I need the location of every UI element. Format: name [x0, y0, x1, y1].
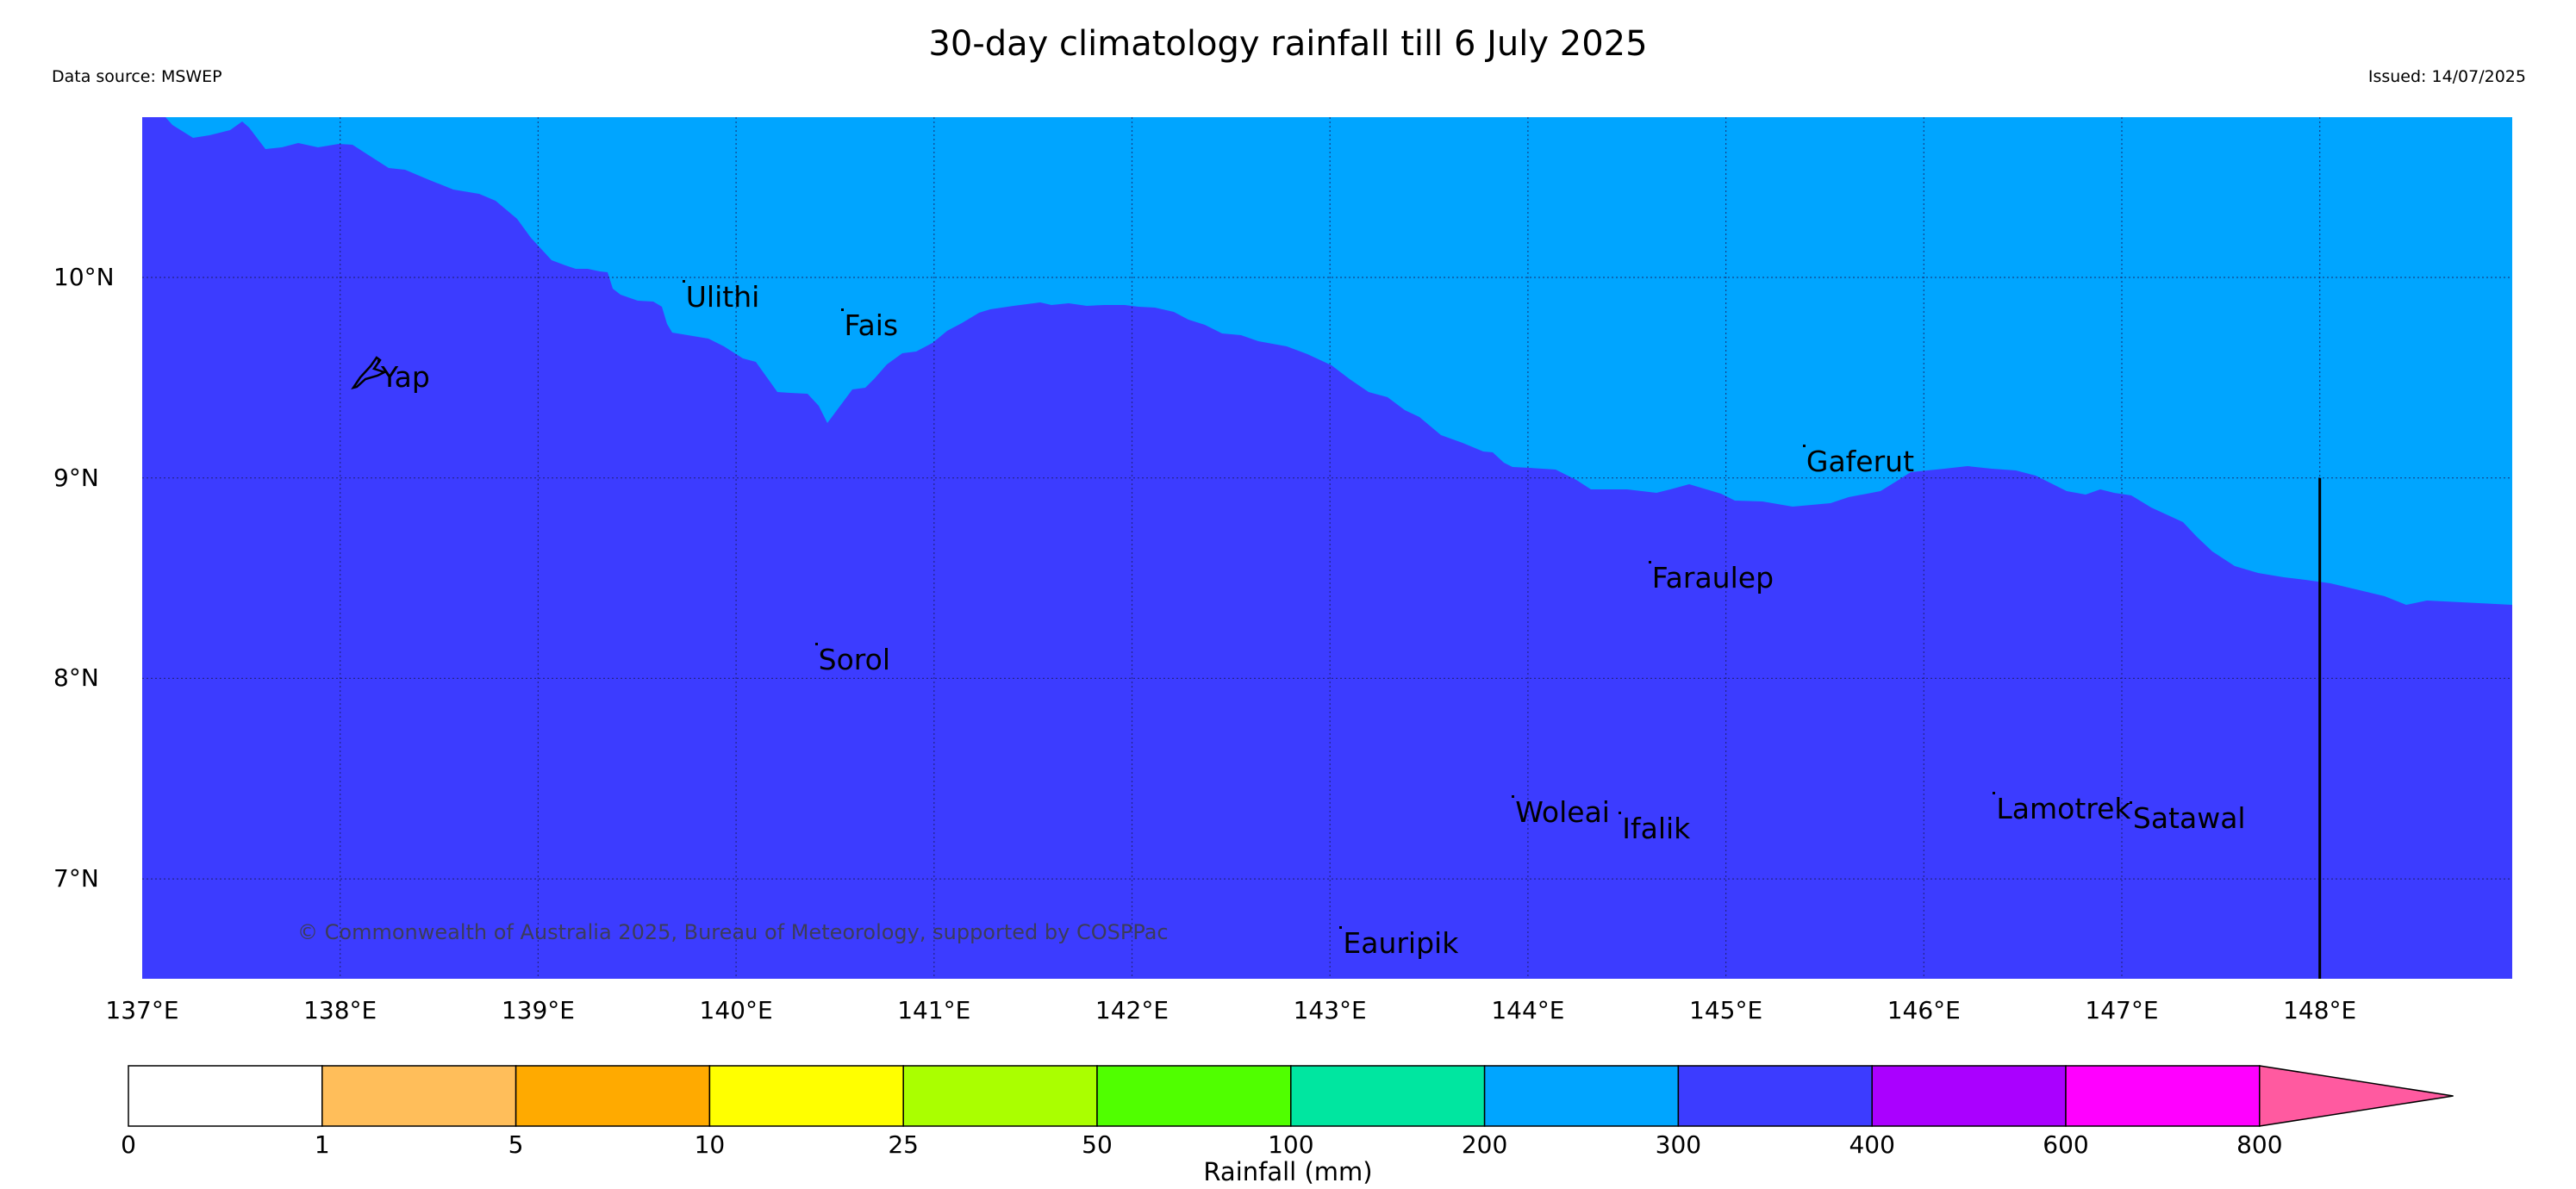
lon-label-147: 147°E	[2085, 996, 2159, 1024]
colorbar-label-5: 5	[508, 1130, 524, 1159]
data-source-label: Data source: MSWEP	[52, 67, 222, 86]
colorbar-bin-400-600	[1871, 1065, 2067, 1127]
copyright-notice: © Commonwealth of Australia 2025, Bureau…	[297, 920, 1169, 944]
colorbar-title: Rainfall (mm)	[1203, 1157, 1373, 1186]
lat-label-7: 7°N	[53, 864, 99, 893]
lon-label-141: 141°E	[897, 996, 971, 1024]
colorbar-bin-0-1	[128, 1065, 323, 1127]
place-label-sorol: Sorol	[818, 643, 891, 677]
lat-label-8: 8°N	[53, 663, 99, 693]
colorbar-bin-1-5	[321, 1065, 517, 1127]
colorbar-label-200: 200	[1461, 1130, 1508, 1159]
place-label-yap: Yap	[381, 360, 430, 395]
place-label-ulithi: Ulithi	[685, 280, 760, 314]
lon-label-145: 145°E	[1689, 996, 1763, 1024]
lon-label-143: 143°E	[1293, 996, 1367, 1024]
colorbar-label-10: 10	[694, 1130, 726, 1159]
colorbar-bin-10-25	[708, 1065, 904, 1127]
place-marker	[1648, 561, 1651, 564]
place-label-fais: Fais	[844, 308, 899, 342]
colorbar-label-400: 400	[1849, 1130, 1895, 1159]
colorbar-label-600: 600	[2043, 1130, 2089, 1159]
upper-rainfall-region	[142, 117, 2512, 605]
colorbar-label-1: 1	[314, 1130, 330, 1159]
colorbar-bin-100-200	[1290, 1065, 1486, 1127]
colorbar-bin-25-50	[902, 1065, 1098, 1127]
place-marker	[840, 308, 844, 311]
place-marker	[1619, 811, 1622, 814]
colorbar-label-300: 300	[1655, 1130, 1702, 1159]
place-label-gaferut: Gaferut	[1806, 445, 1915, 479]
place-label-eauripik: Eauripik	[1343, 925, 1459, 960]
colorbar-label-100: 100	[1268, 1130, 1314, 1159]
colorbar-label-25: 25	[888, 1130, 920, 1159]
place-marker	[1802, 445, 1806, 448]
colorbar-bin-600-800	[2065, 1065, 2261, 1127]
place-label-satawal: Satawal	[2132, 801, 2246, 836]
colorbar-bin-200-300	[1483, 1065, 1680, 1127]
lon-label-144: 144°E	[1491, 996, 1565, 1024]
place-marker	[1339, 925, 1343, 929]
place-marker	[1512, 795, 1515, 799]
issued-date-label: Issued: 14/07/2025	[2367, 67, 2526, 86]
colorbar-bin-5-10	[515, 1065, 711, 1127]
lat-label-9: 9°N	[53, 463, 99, 492]
lon-label-146: 146°E	[1887, 996, 1961, 1024]
place-marker	[814, 643, 818, 646]
colorbar-label-50: 50	[1082, 1130, 1113, 1159]
place-marker	[682, 280, 685, 283]
lon-label-148: 148°E	[2283, 996, 2357, 1024]
place-label-faraulep: Faraulep	[1651, 561, 1775, 595]
lon-label-139: 139°E	[501, 996, 575, 1024]
place-marker	[1993, 791, 1996, 794]
colorbar-extend-arrow	[2259, 1065, 2454, 1127]
lon-label-140: 140°E	[699, 996, 773, 1024]
colorbar-label-800: 800	[2236, 1130, 2283, 1159]
lat-label-10: 10°N	[53, 263, 115, 291]
place-label-woleai: Woleai	[1515, 795, 1610, 830]
colorbar-bin-50-100	[1096, 1065, 1292, 1127]
colorbar-bin-300-400	[1677, 1065, 1873, 1127]
place-label-ifalik: Ifalik	[1622, 811, 1691, 845]
place-marker	[377, 360, 381, 364]
lon-label-142: 142°E	[1095, 996, 1169, 1024]
place-label-lamotrek: Lamotrek	[1996, 791, 2131, 825]
yap-island-outline	[351, 356, 388, 389]
lon-label-137: 137°E	[105, 996, 179, 1024]
lon-label-138: 138°E	[303, 996, 377, 1024]
place-marker	[2129, 801, 2132, 805]
colorbar-label-0: 0	[121, 1130, 136, 1159]
map-title: 30-day climatology rainfall till 6 July …	[928, 24, 1648, 64]
